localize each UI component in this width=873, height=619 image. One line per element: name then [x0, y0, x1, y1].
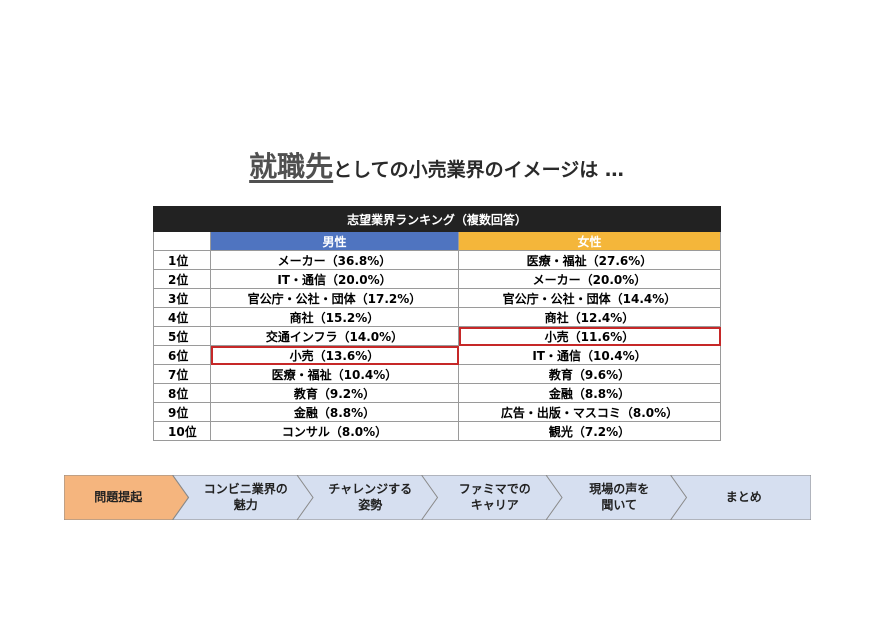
female-cell: 教育（9.6%）	[458, 364, 721, 384]
male-cell: IT・通信（20.0%）	[210, 269, 459, 289]
rank-cell: 10位	[153, 421, 211, 441]
step-chevron-separator	[670, 475, 688, 520]
rank-cell: 1位	[153, 250, 211, 270]
rank-cell: 6位	[153, 345, 211, 365]
male-cell: 官公庁・公社・団体（17.2%）	[210, 288, 459, 308]
table-row: 5位 交通インフラ（14.0%） 小売（11.6%）	[153, 326, 721, 346]
male-cell: 商社（15.2%）	[210, 307, 459, 327]
table-row: 9位 金融（8.8%） 広告・出版・マスコミ（8.0%）	[153, 402, 721, 422]
female-header: 女性	[458, 231, 721, 251]
step-chevron-separator	[421, 475, 439, 520]
rank-cell: 2位	[153, 269, 211, 289]
slide-title: 就職先としての小売業界のイメージは …	[0, 145, 873, 185]
female-cell: 小売（11.6%）	[458, 326, 721, 346]
title-emphasis: 就職先	[249, 150, 334, 183]
rank-cell: 5位	[153, 326, 211, 346]
female-cell: 医療・福祉（27.6%）	[458, 250, 721, 270]
table-body: 1位 メーカー（36.8%） 医療・福祉（27.6%） 2位 IT・通信（20.0%）メ…	[153, 250, 721, 441]
step-chevron-separator	[296, 475, 314, 520]
female-cell: 官公庁・公社・団体（14.4%）	[458, 288, 721, 308]
male-header: 男性	[210, 231, 459, 251]
table-row: 2位 IT・通信（20.0%） メーカー（20.0%）	[153, 269, 721, 289]
flow-step-4: ファミマでの キャリア	[458, 481, 531, 512]
table-row: 6位 小売（13.6%） IT・通信（10.4%）	[153, 345, 721, 365]
male-cell: メーカー（36.8%）	[210, 250, 459, 270]
table-heading: 志望業界ランキング（複数回答）	[153, 206, 721, 232]
rank-cell: 8位	[153, 383, 211, 403]
female-cell: 商社（12.4%）	[458, 307, 721, 327]
table-row: 1位 メーカー（36.8%） 医療・福祉（27.6%）	[153, 250, 721, 270]
flow-step-5: 現場の声を 聞いて	[589, 481, 650, 512]
female-cell: 広告・出版・マスコミ（8.0%）	[458, 402, 721, 422]
male-cell: 小売（13.6%）	[210, 345, 459, 365]
rank-cell: 9位	[153, 402, 211, 422]
male-cell: 教育（9.2%）	[210, 383, 459, 403]
process-flow-shapes	[64, 475, 811, 520]
title-rest: としての小売業界のイメージは …	[333, 159, 624, 181]
male-cell: 医療・福祉（10.4%）	[210, 364, 459, 384]
male-cell: 金融（8.8%）	[210, 402, 459, 422]
ranking-table: 志望業界ランキング（複数回答） 男性 女性 1位 メーカー（36.8%） 医療・福祉…	[153, 206, 721, 441]
step-chevron-separator	[172, 475, 190, 520]
table-row: 8位 教育（9.2%） 金融（8.8%）	[153, 383, 721, 403]
female-cell: メーカー（20.0%）	[458, 269, 721, 289]
rank-cell: 7位	[153, 364, 211, 384]
flow-step-3: チャレンジする 姿勢	[328, 481, 413, 512]
rank-header-blank	[153, 231, 211, 251]
table-row: 3位 官公庁・公社・団体（17.2%） 官公庁・公社・団体（14.4%）	[153, 288, 721, 308]
rank-cell: 4位	[153, 307, 211, 327]
flow-step-1: 問題提起	[94, 489, 143, 504]
table-gender-header-row: 男性 女性	[153, 231, 721, 251]
female-cell: 金融（8.8%）	[458, 383, 721, 403]
table-row: 10位 コンサル（8.0%） 観光（7.2%）	[153, 421, 721, 441]
table-heading-row: 志望業界ランキング（複数回答）	[153, 206, 721, 232]
rank-cell: 3位	[153, 288, 211, 308]
female-cell: IT・通信（10.4%）	[458, 345, 721, 365]
female-cell: 観光（7.2%）	[458, 421, 721, 441]
flow-step-2: コンビニ業界の 魅力	[203, 481, 288, 512]
male-cell: 交通インフラ（14.0%）	[210, 326, 459, 346]
male-cell: コンサル（8.0%）	[210, 421, 459, 441]
table-row: 4位 商社（15.2%） 商社（12.4%）	[153, 307, 721, 327]
process-flow: 問題提起 コンビニ業界の 魅力 チャレンジする 姿勢 ファミマでの キャリア 現場の声を…	[64, 475, 811, 520]
flow-step-6: まとめ	[725, 489, 762, 504]
step-chevron-separator	[545, 475, 563, 520]
table-row: 7位 医療・福祉（10.4%） 教育（9.6%）	[153, 364, 721, 384]
